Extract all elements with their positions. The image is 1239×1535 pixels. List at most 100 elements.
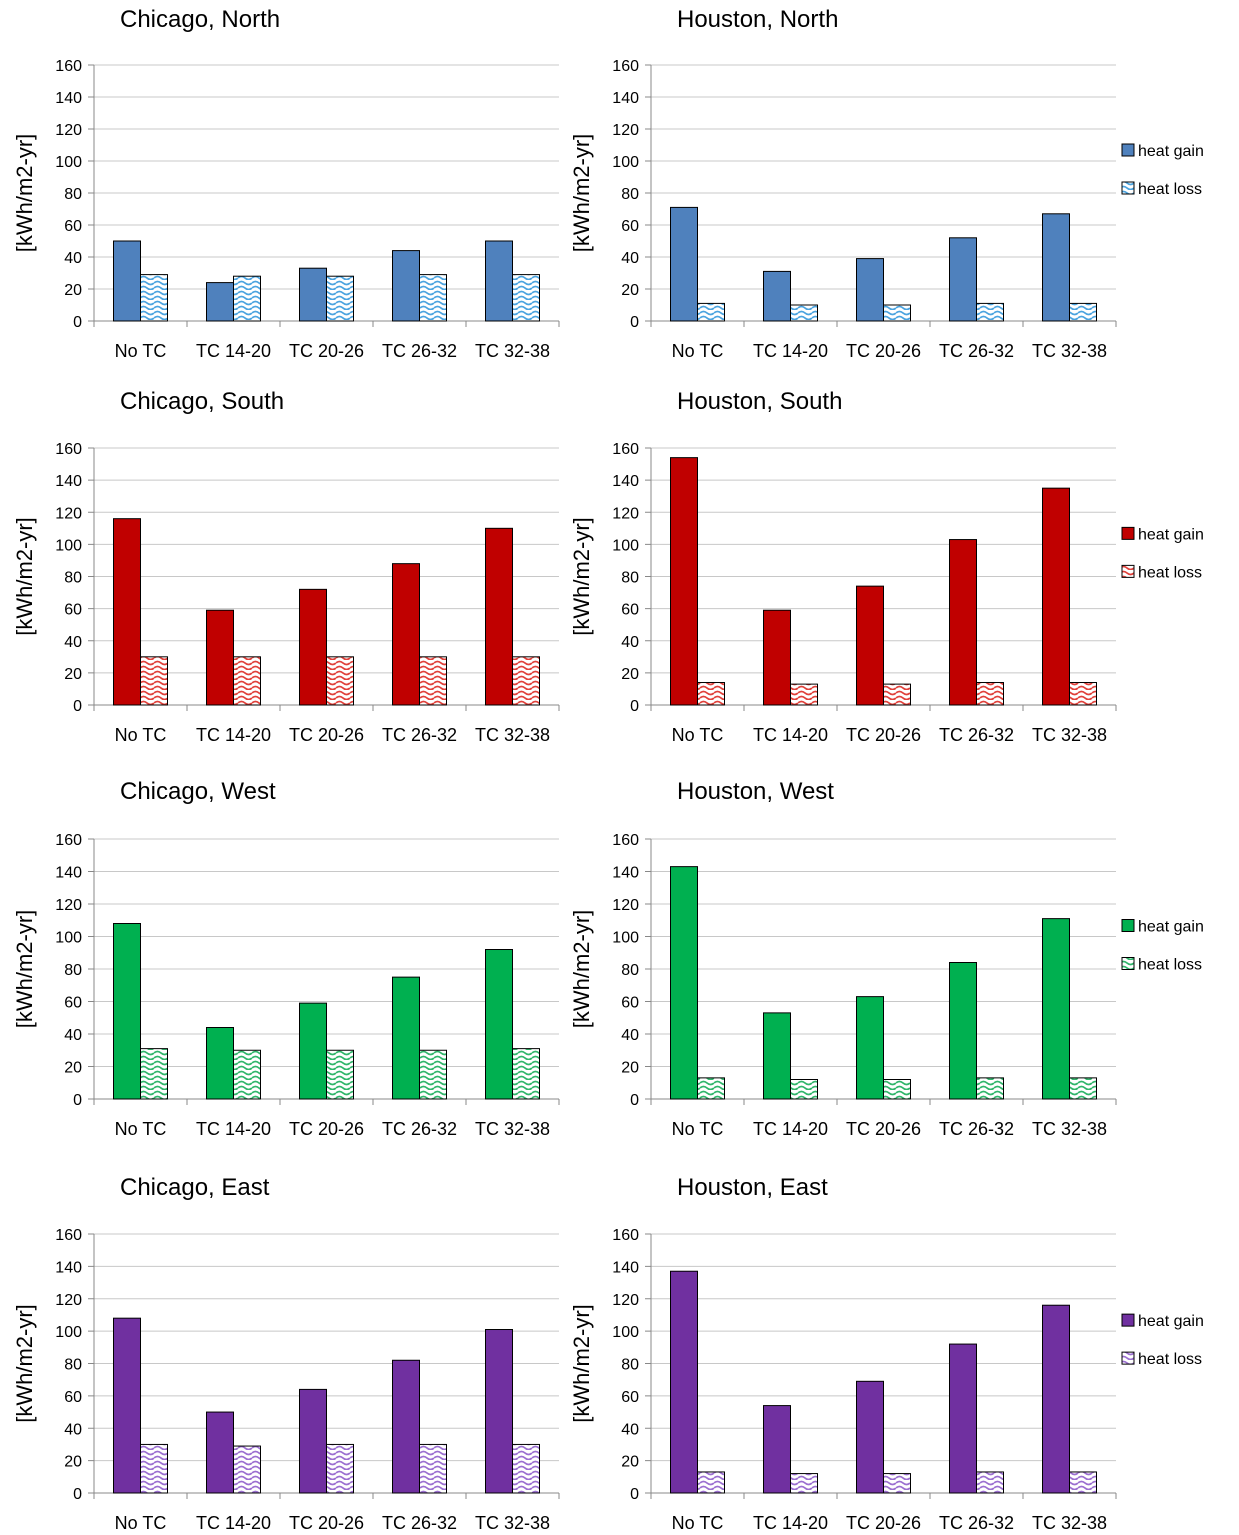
x-tick-label: No TC [115, 1513, 167, 1533]
chart-title: Houston, North [677, 6, 838, 33]
chart-panel: Chicago, West 0 20 40 60 80 100 120 140 160 [kWh/m… [12, 778, 560, 1139]
bar-heat-loss [419, 1049, 447, 1100]
bar-heat-gain [670, 866, 698, 1100]
bar-heat-gain [299, 1388, 327, 1494]
y-tick-label: 140 [612, 1259, 639, 1276]
y-tick-label: 140 [612, 473, 639, 490]
y-tick-label: 0 [73, 314, 82, 331]
bar-heat-loss [790, 683, 818, 706]
y-tick-label: 80 [64, 186, 82, 203]
x-tick-label: TC 20-26 [846, 1513, 921, 1533]
y-axis-label: [kWh/m2-yr] [569, 134, 594, 253]
bar-heat-gain [299, 267, 327, 322]
bar-heat-gain [1042, 213, 1070, 322]
y-tick-label: 80 [64, 570, 82, 587]
bar-heat-gain [949, 539, 977, 706]
bar-heat-loss [883, 1473, 911, 1494]
bar-heat-gain [392, 250, 420, 322]
y-tick-label: 120 [55, 1292, 82, 1309]
y-tick-label: 140 [55, 1259, 82, 1276]
y-tick-label: 160 [612, 441, 639, 458]
bar-heat-loss [790, 1473, 818, 1494]
bar-heat-loss [512, 656, 540, 706]
x-tick-label: TC 14-20 [196, 1119, 271, 1139]
y-tick-label: 100 [55, 537, 82, 554]
y-tick-label: 0 [73, 698, 82, 715]
x-tick-label: TC 32-38 [1032, 725, 1107, 745]
chart-title: Chicago, South [120, 388, 284, 415]
bar-heat-gain [113, 518, 141, 706]
x-tick-label: TC 26-32 [939, 725, 1014, 745]
x-tick-label: TC 14-20 [196, 725, 271, 745]
y-tick-label: 140 [55, 865, 82, 882]
x-tick-label: No TC [672, 1513, 724, 1533]
bar-heat-loss [976, 1471, 1004, 1494]
x-tick-label: TC 32-38 [1032, 341, 1107, 361]
bar-heat-loss [233, 1049, 261, 1100]
bar-heat-loss [883, 683, 911, 706]
bar-heat-loss [790, 304, 818, 322]
y-tick-label: 20 [621, 666, 639, 683]
bar-heat-loss [697, 302, 725, 322]
x-tick-label: TC 26-32 [939, 1513, 1014, 1533]
bar-heat-loss [326, 275, 354, 322]
y-tick-label: 140 [55, 473, 82, 490]
bar-heat-gain [206, 1027, 234, 1100]
y-tick-label: 120 [612, 1292, 639, 1309]
y-axis-label: [kWh/m2-yr] [12, 134, 37, 253]
x-tick-label: TC 20-26 [846, 1119, 921, 1139]
bar-heat-loss [233, 275, 261, 322]
x-tick-label: No TC [115, 1119, 167, 1139]
bar-heat-gain [485, 527, 513, 706]
legend-swatch-heat-gain [1121, 919, 1135, 932]
bar-heat-loss [326, 1443, 354, 1494]
y-tick-label: 60 [621, 602, 639, 619]
x-tick-label: No TC [115, 725, 167, 745]
x-tick-label: TC 14-20 [753, 725, 828, 745]
legend-swatch-heat-loss [1121, 1351, 1135, 1365]
x-tick-label: TC 26-32 [382, 1513, 457, 1533]
bar-heat-loss [883, 1079, 911, 1100]
bar-heat-gain [299, 588, 327, 706]
bar-heat-loss [883, 304, 911, 322]
bar-heat-gain [763, 609, 791, 706]
y-tick-label: 40 [621, 1421, 639, 1438]
chart-panel: Chicago, North 0 20 40 60 80 100 120 140 160 [kWh/… [12, 6, 560, 361]
x-tick-label: TC 14-20 [753, 341, 828, 361]
y-tick-label: 160 [55, 58, 82, 75]
y-tick-label: 80 [621, 570, 639, 587]
bar-heat-gain [670, 206, 698, 322]
bar-heat-gain [485, 1329, 513, 1494]
bar-heat-loss [326, 656, 354, 706]
bar-heat-gain [949, 237, 977, 322]
legend-swatch-heat-loss [1121, 564, 1135, 578]
x-tick-label: TC 14-20 [196, 1513, 271, 1533]
bar-heat-gain [113, 240, 141, 322]
y-tick-label: 20 [64, 1060, 82, 1077]
bar-heat-loss [512, 1443, 540, 1494]
y-tick-label: 80 [621, 186, 639, 203]
chart-title: Chicago, North [120, 6, 280, 33]
legend-label-heat-gain: heat gain [1138, 143, 1204, 160]
x-tick-label: TC 32-38 [475, 725, 550, 745]
bar-heat-gain [206, 282, 234, 322]
y-tick-label: 120 [612, 897, 639, 914]
x-tick-label: TC 26-32 [939, 341, 1014, 361]
y-tick-label: 0 [630, 1486, 639, 1503]
y-tick-label: 100 [612, 537, 639, 554]
y-tick-label: 40 [64, 1027, 82, 1044]
y-tick-label: 60 [64, 218, 82, 235]
legend-label-heat-gain: heat gain [1138, 919, 1204, 936]
bar-heat-loss [419, 1443, 447, 1494]
y-tick-label: 40 [64, 1421, 82, 1438]
y-tick-label: 40 [64, 634, 82, 651]
y-tick-label: 20 [621, 1060, 639, 1077]
y-tick-label: 20 [621, 1454, 639, 1471]
y-tick-label: 60 [64, 995, 82, 1012]
x-tick-label: TC 14-20 [753, 1513, 828, 1533]
bar-heat-gain [1042, 487, 1070, 706]
bar-heat-loss [976, 682, 1004, 706]
bar-heat-loss [419, 274, 447, 322]
legend-swatch-heat-gain [1121, 526, 1135, 540]
